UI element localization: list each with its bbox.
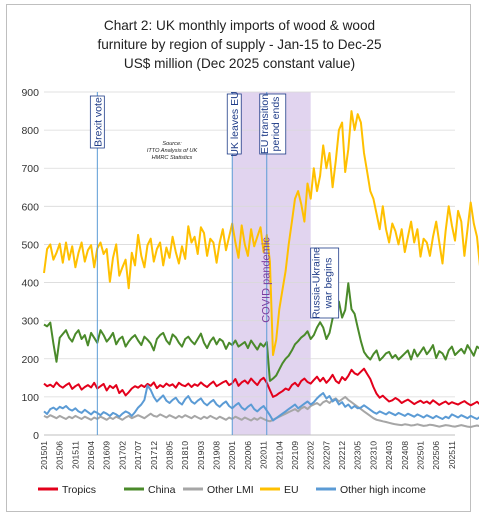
x-tick-202511: 202511 <box>447 441 457 469</box>
series-line-tropics <box>43 367 479 407</box>
x-tick-201908: 201908 <box>212 441 222 470</box>
legend-label-eu: EU <box>284 484 299 496</box>
series-line-other-lmi <box>43 395 479 428</box>
transition-label-line-2: period ends <box>270 97 282 152</box>
x-tick-202506: 202506 <box>431 441 441 470</box>
source-line-2: ITTO Analysis of UK <box>147 148 198 154</box>
x-tick-201609: 201609 <box>102 441 112 470</box>
title-line-1: Chart 2: UK monthly imports of wood & wo… <box>103 18 376 33</box>
y-tick-600: 600 <box>21 201 39 213</box>
x-tick-201501: 201501 <box>39 441 49 470</box>
y-axis-ticks: 0 100 200 300 400 500 600 700 800 900 <box>21 87 39 442</box>
source-line-1: Source: <box>162 141 182 147</box>
y-tick-300: 300 <box>21 316 39 328</box>
ukraine-label-line-1: Russia-Ukraine <box>311 247 323 319</box>
y-tick-700: 700 <box>21 163 39 175</box>
legend-label-other-lmi: Other LMI <box>207 484 254 496</box>
series-lines <box>43 110 479 428</box>
series-line-china <box>43 282 479 382</box>
legend-label-tropics: Tropics <box>62 484 96 496</box>
y-tick-900: 900 <box>21 87 39 99</box>
x-tick-201702: 201702 <box>117 441 127 470</box>
x-tick-202212: 202212 <box>337 441 347 470</box>
ukraine-label-line-2: war begins <box>323 258 335 310</box>
x-tick-202310: 202310 <box>368 441 378 470</box>
x-tick-202501: 202501 <box>415 441 425 470</box>
y-tick-200: 200 <box>21 354 39 366</box>
x-tick-202109: 202109 <box>290 441 300 470</box>
uk-leaves-label-box <box>226 93 242 155</box>
y-tick-800: 800 <box>21 125 39 137</box>
brexit-label: Brexit vote <box>92 97 104 147</box>
legend-label-other-high-income: Other high income <box>340 484 426 496</box>
chart-title: Chart 2: UK monthly imports of wood & wo… <box>0 16 479 73</box>
transition-label-line-1: EU transition <box>259 94 271 154</box>
x-tick-201903: 201903 <box>196 441 206 470</box>
x-tick-201511: 201511 <box>70 441 80 469</box>
x-tick-202403: 202403 <box>384 441 394 470</box>
x-tick-202305: 202305 <box>353 441 363 470</box>
series-line-other-high-income <box>43 384 479 422</box>
covid-label: COVID pandemic <box>260 237 272 323</box>
x-tick-201712: 201712 <box>149 441 159 470</box>
x-tick-202408: 202408 <box>400 441 410 470</box>
x-tick-202202: 202202 <box>306 441 316 470</box>
x-tick-201810: 201810 <box>180 441 190 470</box>
series-line-eu <box>43 110 479 356</box>
x-tick-202011: 202011 <box>259 441 269 469</box>
x-tick-201506: 201506 <box>55 441 65 470</box>
source-line-3: HMRC Statistics <box>152 155 193 161</box>
y-tick-500: 500 <box>21 239 39 251</box>
x-tick-201707: 201707 <box>133 441 143 470</box>
uk-leaves-label: UK leaves EU <box>229 91 241 156</box>
ukraine-label-box <box>310 247 340 319</box>
y-tick-400: 400 <box>21 278 39 290</box>
legend: Tropics China Other LMI EU Other high income <box>38 484 426 496</box>
x-tick-202207: 202207 <box>321 441 331 470</box>
x-tick-202006: 202006 <box>243 441 253 470</box>
legend-label-china: China <box>148 484 176 496</box>
brexit-label-box <box>89 95 105 149</box>
title-line-2: furniture by region of supply - Jan-15 t… <box>97 37 382 52</box>
y-tick-100: 100 <box>21 392 39 404</box>
x-tick-201604: 201604 <box>86 441 96 470</box>
x-tick-202001: 202001 <box>227 441 237 470</box>
y-tick-0: 0 <box>33 430 39 442</box>
transition-label-box <box>259 93 287 155</box>
x-tick-202104: 202104 <box>274 441 284 470</box>
x-tick-201805: 201805 <box>164 441 174 470</box>
title-line-3: US$ million (Dec 2025 constant value) <box>123 56 356 71</box>
x-axis: 201501 201506 201511 201604 201609 201702 2017… <box>39 434 457 470</box>
annotations: Brexit vote UK leaves EU EU transition peri… <box>89 91 340 435</box>
